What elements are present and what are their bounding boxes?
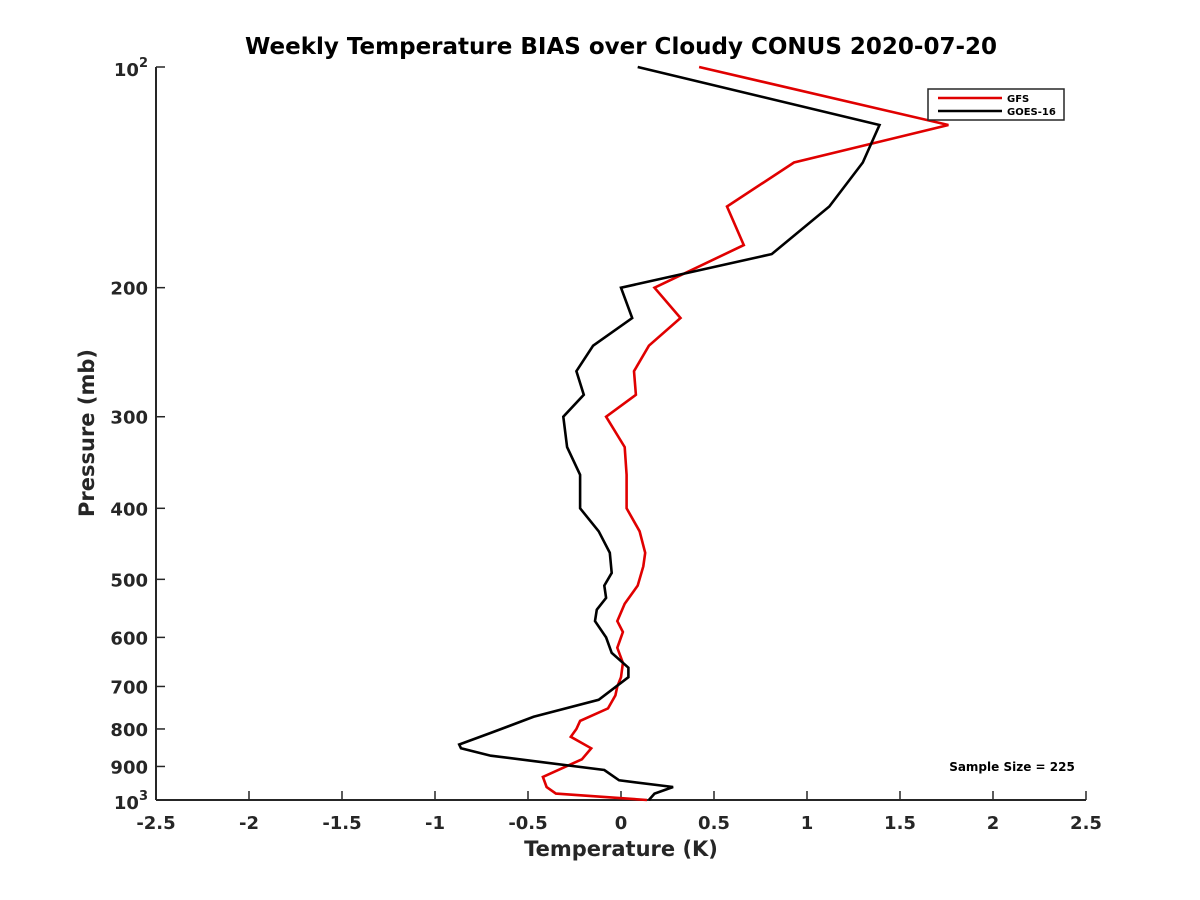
- y-tick-bottom-exp: 3: [139, 789, 148, 804]
- y-tick-label: 400: [110, 499, 148, 520]
- legend-box: [927, 88, 1065, 121]
- x-ticks: -2.5 -2 -1.5 -1 -0.5 0 0.5 1 1.5 2 2.5: [136, 791, 1102, 834]
- y-tick-label: 300: [110, 408, 148, 429]
- x-tick-label: -2: [239, 813, 259, 834]
- y-tick-top-base: 10: [114, 60, 139, 81]
- x-axis-label: Temperature (K): [524, 837, 718, 861]
- legend-label-gfs: GFS: [1007, 94, 1029, 105]
- x-tick-label: 1.5: [884, 813, 916, 834]
- y-tick-label: 700: [110, 677, 148, 698]
- legend: GFS GOES-16: [927, 88, 1065, 121]
- legend-label-goes16: GOES-16: [1007, 107, 1056, 118]
- series-line-goes16: [457, 65, 882, 801]
- y-tick-label: 600: [110, 628, 148, 649]
- x-tick-label: 0.5: [698, 813, 730, 834]
- x-tick-label: 2.5: [1070, 813, 1102, 834]
- y-tick-label: 500: [110, 570, 148, 591]
- y-tick-label: 200: [110, 279, 148, 300]
- y-ticks: 200 300 400 500 600 700 800 900: [110, 66, 165, 801]
- sample-size-annotation: Sample Size = 225: [949, 760, 1075, 774]
- x-tick-label: -0.5: [508, 813, 547, 834]
- series-layer: [457, 65, 949, 802]
- y-tick-bottom-base: 10: [114, 793, 139, 814]
- y-tick-label-bottom: 103: [114, 789, 148, 814]
- y-tick-label: 900: [110, 757, 148, 778]
- y-tick-label-top: 102: [114, 56, 148, 81]
- chart-title: Weekly Temperature BIAS over Cloudy CONU…: [245, 34, 997, 60]
- x-tick-label: 1: [801, 813, 814, 834]
- x-tick-label: -1: [425, 813, 445, 834]
- x-tick-label: 0: [615, 813, 628, 834]
- x-tick-label: -2.5: [136, 813, 175, 834]
- series-line-gfs: [541, 65, 949, 802]
- y-axis-label: Pressure (mb): [75, 349, 99, 517]
- x-tick-label: 2: [987, 813, 1000, 834]
- x-tick-label: -1.5: [322, 813, 361, 834]
- y-tick-top-exp: 2: [139, 56, 148, 71]
- y-tick-label: 800: [110, 720, 148, 741]
